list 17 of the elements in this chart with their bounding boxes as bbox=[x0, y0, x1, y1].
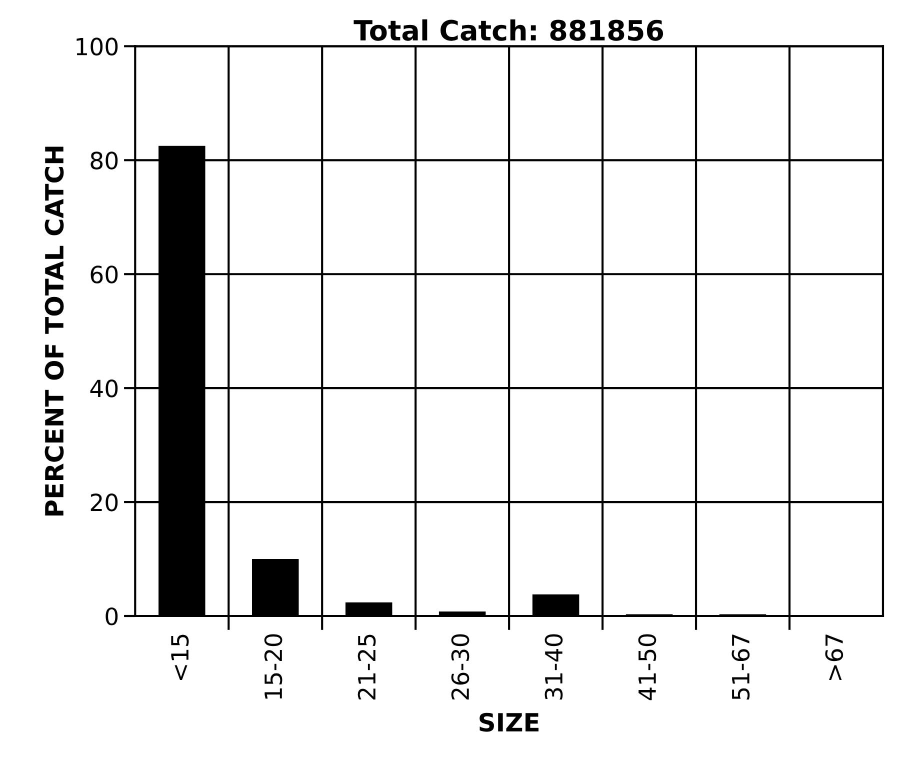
y-tick-label: 0 bbox=[106, 607, 118, 626]
x-tick-label: 41-50 bbox=[638, 634, 656, 700]
x-tick-label: 51-67 bbox=[732, 634, 750, 700]
x-tick-label: 26-30 bbox=[451, 634, 470, 700]
x-tick-label: <15 bbox=[171, 634, 189, 680]
y-tick-label: 60 bbox=[90, 266, 118, 284]
x-tick-label: >67 bbox=[825, 634, 844, 680]
y-tick-label: 100 bbox=[76, 38, 118, 56]
chart-title: Total Catch: 881856 bbox=[354, 19, 664, 41]
x-tick-label: 31-40 bbox=[544, 634, 563, 700]
x-axis-title: SIZE bbox=[480, 712, 538, 732]
y-tick-label: 80 bbox=[90, 152, 118, 170]
y-tick-label: 40 bbox=[90, 380, 118, 398]
y-tick-label: 20 bbox=[90, 493, 118, 512]
x-tick-label: 21-25 bbox=[358, 634, 376, 700]
x-tick-label: 15-20 bbox=[264, 634, 282, 699]
y-axis-title: PERCENT OF TOTAL CATCH bbox=[44, 146, 64, 516]
